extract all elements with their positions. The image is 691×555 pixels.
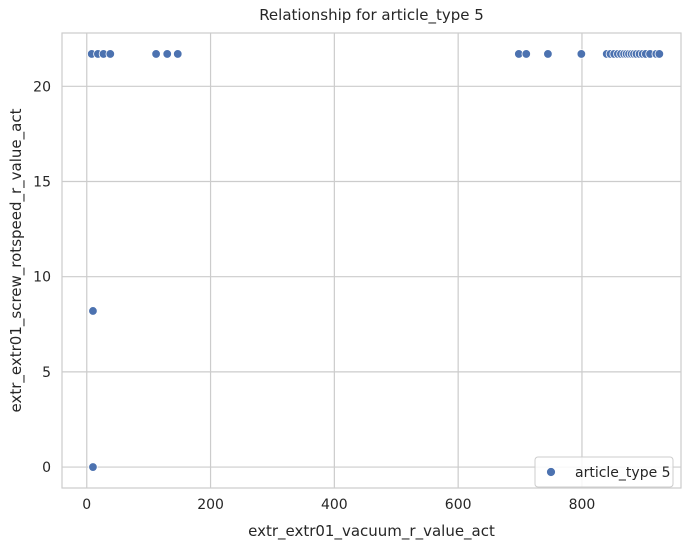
y-tick-label: 5 — [42, 365, 51, 381]
grid-lines — [62, 33, 681, 488]
scatter-point — [88, 462, 98, 472]
scatter-point — [654, 49, 665, 59]
x-tick-label: 600 — [445, 497, 472, 513]
x-tick-label: 200 — [197, 497, 224, 513]
y-axis-label: extr_extr01_screw_rotspeed_r_value_act — [7, 108, 26, 412]
x-axis-label: extr_extr01_vacuum_r_value_act — [248, 522, 495, 541]
x-tick-label: 400 — [321, 497, 348, 513]
x-tick-label: 0 — [82, 497, 91, 513]
scatter-point — [162, 49, 172, 59]
legend: article_type 5 — [534, 456, 674, 488]
y-tick-label: 10 — [33, 270, 51, 286]
legend-box — [534, 456, 674, 488]
scatter-point — [88, 306, 98, 316]
y-tick-label: 20 — [33, 79, 51, 95]
chart-title: Relationship for article_type 5 — [259, 6, 484, 25]
x-tick-label: 800 — [569, 497, 596, 513]
tick-labels: 0 200 400 600 800 0 5 10 15 20 — [33, 79, 595, 513]
scatter-point — [151, 49, 161, 59]
scatter-point — [543, 49, 553, 59]
scatter-point — [576, 49, 587, 59]
scatter-point — [521, 49, 531, 59]
scatter-point — [105, 49, 115, 59]
plot-area-frame — [61, 32, 682, 489]
scatter-point — [173, 49, 183, 59]
y-tick-label: 15 — [33, 174, 51, 190]
legend-marker-icon — [546, 467, 556, 477]
y-tick-label: 0 — [42, 460, 51, 476]
legend-label: article_type 5 — [575, 465, 671, 481]
data-points — [87, 49, 665, 472]
